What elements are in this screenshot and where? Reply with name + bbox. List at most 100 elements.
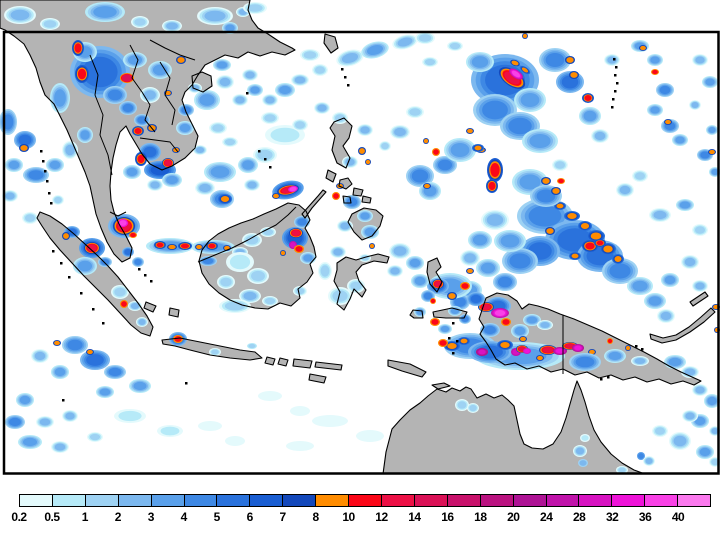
precip-cell [390,125,410,139]
precip-ring [340,222,350,230]
precip-ring [497,276,513,288]
precip-cell [96,386,114,398]
colorbar-segment [184,495,218,506]
precip-cell [232,94,248,106]
landmass-new-guinea-coastline [478,292,702,386]
precip-ring [119,220,127,226]
precip-ring [220,277,232,287]
landmass-flores-coastline [314,361,343,371]
precip-ring [356,430,384,442]
precip-ring [554,161,566,169]
precip-cell [509,68,523,80]
precip-cell [195,181,215,195]
precip-ring [603,245,613,253]
precip-ring [648,296,662,306]
precip-cell [226,252,254,272]
precip-ring [166,22,178,30]
precip-ring [558,178,564,184]
precip-ring [423,292,433,300]
precip-ring [243,291,257,301]
precip-cell [632,170,648,182]
precip-cell [36,416,54,428]
precip-cell [387,265,403,277]
colorbar-segment [250,495,284,506]
precip-cell [430,298,436,304]
precip-ring [247,4,263,12]
precip-cell [656,83,674,97]
precip-ring [143,146,157,158]
precip-cell [438,339,448,347]
precip-cell [430,318,440,326]
precip-ring [575,447,585,455]
precip-cell [438,324,452,334]
precip-ring [369,243,375,249]
precip-cell [103,86,127,104]
precip-ring [625,345,631,351]
colorbar-segment [546,495,580,506]
precip-cell [579,107,601,125]
precip-ring [258,391,282,401]
precip-cell [467,292,485,306]
precip-ring [208,243,216,249]
precip-ring [63,233,69,239]
precip-ring [695,386,705,394]
precip-cell [135,152,147,166]
precip-ring [290,406,310,416]
precip-ring [424,58,436,66]
landmass-timor-coastline [387,359,427,378]
colorbar-label: 8 [312,510,319,524]
border-myanmar-thailand [89,54,113,176]
precip-cell [447,41,463,51]
precip-ring [705,78,715,86]
precip-ring [317,104,327,112]
precip-cell [652,425,668,437]
precip-cell [612,254,624,264]
precip-cell [148,61,172,79]
precip-ring [134,128,142,134]
border-malaysia-thailand [109,211,127,217]
precip-cell [692,224,708,236]
precip-cell [242,233,262,247]
colorbar-segment [283,495,317,506]
precip-cell [704,394,720,408]
precip-ring [54,443,66,451]
precip-ring [707,396,717,406]
precip-ring [575,356,595,368]
precip-ring [359,148,365,154]
precip-ring [34,351,46,361]
precip-ring [242,160,254,170]
precip-ring [583,110,597,122]
precip-ring [711,169,719,175]
precip-cell [389,243,411,259]
precip-cell [176,121,194,135]
precip-cell [625,345,631,351]
precip-cell [414,307,426,317]
precip-cell [537,320,553,330]
precip-ring [195,147,205,153]
colorbar-label: 16 [441,510,454,524]
precip-ring [659,85,671,95]
precip-ring [248,343,256,349]
precip-ring [134,259,142,265]
precip-cell [118,219,128,227]
precip-cell [423,138,429,144]
precip-ring [67,339,83,351]
precip-cell [260,227,276,237]
precip-ring [711,458,719,466]
precip-cell [444,341,460,351]
precip-cell [193,145,207,155]
precip-ring [470,294,482,304]
colorbar-segment [381,495,415,506]
precip-cell [616,183,634,197]
precip-ring [524,348,530,354]
precip-cell [639,45,647,51]
precip-cell [415,32,435,44]
precip-cell [213,59,231,71]
precip-cell [664,119,672,125]
landmass-bali-lombok [265,357,288,366]
precip-cell [455,399,469,411]
precip-ring [10,9,30,21]
precip-cell [649,208,671,222]
precip-cell [357,210,373,222]
precip-cell [602,258,638,284]
